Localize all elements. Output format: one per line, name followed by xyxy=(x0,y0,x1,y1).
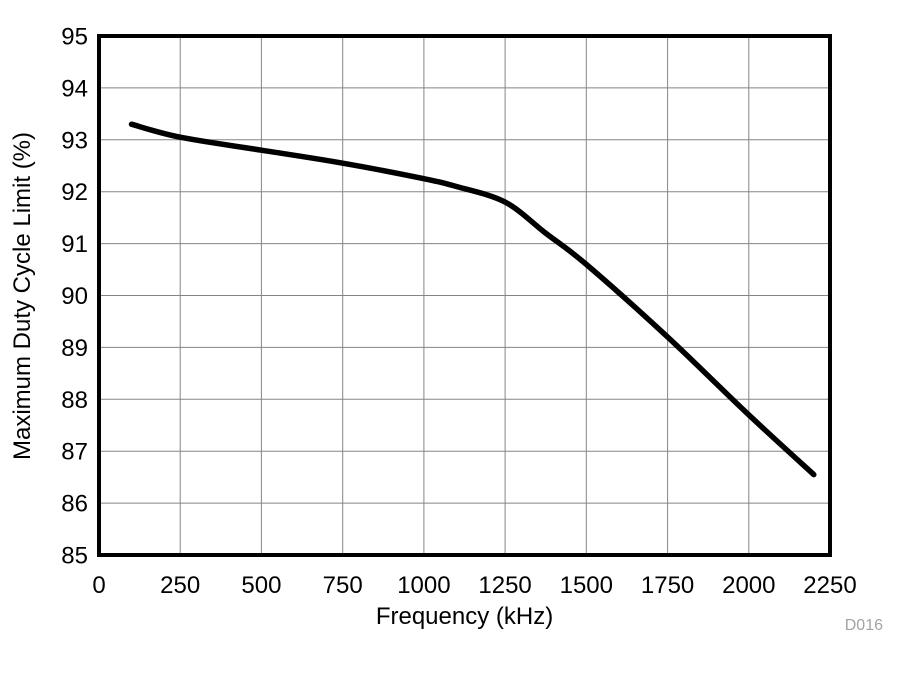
x-tick-label: 1250 xyxy=(478,572,531,599)
y-tick-label: 93 xyxy=(61,127,88,154)
y-tick-label: 89 xyxy=(61,335,88,362)
x-axis-title: Frequency (kHz) xyxy=(375,603,554,630)
x-tick-label: 1000 xyxy=(397,572,450,599)
figure-code: D016 xyxy=(844,617,883,634)
y-tick-label: 88 xyxy=(61,387,88,414)
plot-frame xyxy=(97,34,832,557)
y-tick-label: 94 xyxy=(61,75,88,102)
y-tick-label: 91 xyxy=(61,231,88,258)
x-tick-label: 1500 xyxy=(560,572,613,599)
y-tick-label: 92 xyxy=(61,179,88,206)
x-tick-label: 750 xyxy=(323,572,363,599)
y-tick-label: 90 xyxy=(61,283,88,310)
x-tick-label: 1750 xyxy=(641,572,694,599)
y-tick-label: 86 xyxy=(61,491,88,518)
x-tick-label: 2000 xyxy=(722,572,775,599)
x-tick-label: 2250 xyxy=(803,572,856,599)
y-tick-label: 85 xyxy=(61,543,88,570)
y-axis-title: Maximum Duty Cycle Limit (%) xyxy=(9,131,36,461)
data-curve xyxy=(128,121,817,478)
y-tick-label: 87 xyxy=(61,439,88,466)
x-tick-label: 0 xyxy=(92,572,105,599)
x-tick-label: 250 xyxy=(160,572,200,599)
y-tick-label: 95 xyxy=(61,24,88,51)
x-tick-label: 500 xyxy=(241,572,281,599)
